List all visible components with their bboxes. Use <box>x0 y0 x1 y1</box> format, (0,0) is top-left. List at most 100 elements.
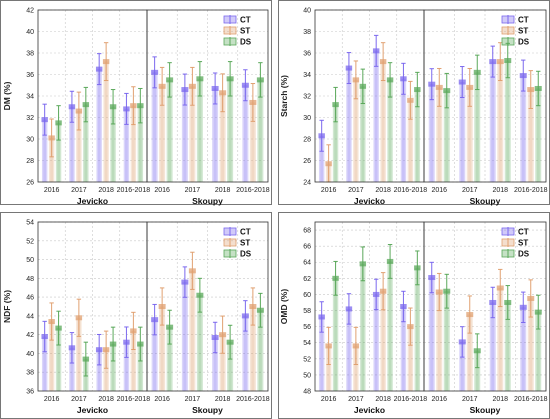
mean-marker <box>166 77 174 83</box>
y-tick-label: 26 <box>303 158 311 165</box>
bar-highlight <box>221 92 225 182</box>
mean-marker <box>130 103 137 109</box>
bar-ds <box>110 106 116 182</box>
bar-highlight <box>460 341 464 391</box>
mean-marker <box>504 299 512 305</box>
bar-highlight <box>190 86 194 182</box>
bar-highlight <box>243 315 247 391</box>
legend-label-ct: CT <box>518 228 529 237</box>
x-tick-label: 2016 <box>154 396 170 403</box>
mean-marker <box>226 76 234 82</box>
bar-ds <box>474 350 481 391</box>
x-tick-label: 2017 <box>185 396 201 403</box>
y-tick-label: 46 <box>26 295 34 302</box>
y-tick-label: 40 <box>303 8 311 15</box>
bar-highlight <box>374 294 378 391</box>
mean-marker <box>151 69 159 75</box>
bar-highlight <box>138 105 142 182</box>
mean-marker <box>443 88 451 94</box>
x-tick-label: 2016 <box>431 396 447 403</box>
bar-highlight <box>381 61 385 182</box>
x-tick-label: 2018 <box>375 396 391 403</box>
bar-st <box>527 298 534 391</box>
bar-highlight <box>198 78 202 182</box>
bar-st <box>159 306 166 391</box>
subplot-skoupy: 2016 2017 2018 2016-2018 Skoupy <box>146 9 270 206</box>
bar-highlight <box>320 316 324 391</box>
bar-ct <box>123 108 130 182</box>
mean-marker <box>68 104 76 110</box>
bar-highlight <box>183 282 187 391</box>
bar-st <box>325 345 332 391</box>
bar-st <box>407 326 414 391</box>
bar-ct <box>242 315 249 391</box>
y-tick-label: 32 <box>303 94 311 101</box>
y-tick-label: 36 <box>26 72 34 79</box>
bar-ds <box>387 261 393 391</box>
mean-marker <box>256 77 264 83</box>
bar-st <box>249 306 256 391</box>
group-label: Jevicko <box>77 196 108 206</box>
mean-marker <box>527 295 535 301</box>
mean-marker <box>428 275 436 281</box>
mean-marker <box>48 135 55 141</box>
bar-highlight <box>97 69 101 182</box>
mean-marker <box>466 84 474 90</box>
mean-marker <box>400 76 407 82</box>
mean-marker <box>137 341 144 347</box>
bar-ds <box>196 78 203 182</box>
legend-label-st: ST <box>518 27 528 36</box>
mean-marker <box>318 133 325 139</box>
legend-label-ds: DS <box>240 250 252 259</box>
mean-marker <box>400 304 407 309</box>
legend: CT ST DS <box>501 227 530 259</box>
mean-marker <box>386 258 394 264</box>
mean-marker <box>473 69 481 75</box>
x-tick-label: 2018 <box>215 396 231 403</box>
mean-marker <box>41 117 48 123</box>
mean-marker <box>414 265 421 271</box>
bar-highlight <box>361 86 365 182</box>
bar-ct <box>428 84 435 182</box>
bar-highlight <box>347 68 351 182</box>
x-tick-label: 2018 <box>492 396 508 403</box>
x-tick-label: 2017 <box>348 396 364 403</box>
bar-st <box>130 330 137 391</box>
mean-marker <box>181 87 189 93</box>
bar-ds <box>332 278 339 391</box>
mean-marker <box>473 348 481 354</box>
mean-marker <box>219 332 227 338</box>
bar-st <box>380 61 386 182</box>
mean-marker <box>435 84 443 90</box>
subplot-skoupy: 2016 2017 2018 2016-2018 Skoupy <box>423 9 548 206</box>
bar-highlight <box>388 261 392 391</box>
mean-marker <box>241 82 249 88</box>
bar-st <box>436 87 443 182</box>
x-tick-label: 2018 <box>375 187 391 194</box>
bar-ds <box>535 312 542 391</box>
y-tick-label: 50 <box>26 257 34 264</box>
bar-ds <box>360 263 366 391</box>
bar-highlight <box>354 345 358 391</box>
bar-st <box>466 87 473 182</box>
bar-highlight <box>430 277 434 391</box>
bar-highlight <box>57 328 60 391</box>
x-tick-label: 2017 <box>462 187 478 194</box>
y-tick-label: 62 <box>303 276 311 283</box>
bar-ct <box>212 88 219 182</box>
bar-st <box>527 89 534 182</box>
mean-marker <box>196 292 204 298</box>
bar-highlight <box>529 298 533 391</box>
y-tick-label: 54 <box>26 220 34 227</box>
x-tick-label: 2016 <box>44 187 60 194</box>
bar-st <box>407 100 414 182</box>
bar-ds <box>414 267 421 391</box>
mean-marker <box>249 304 257 309</box>
bar-highlight <box>77 317 81 391</box>
bar-ds <box>166 327 173 391</box>
bar-ct <box>69 106 75 182</box>
bar-highlight <box>498 287 502 391</box>
bar-st <box>249 102 256 182</box>
bar-ct <box>69 347 75 391</box>
